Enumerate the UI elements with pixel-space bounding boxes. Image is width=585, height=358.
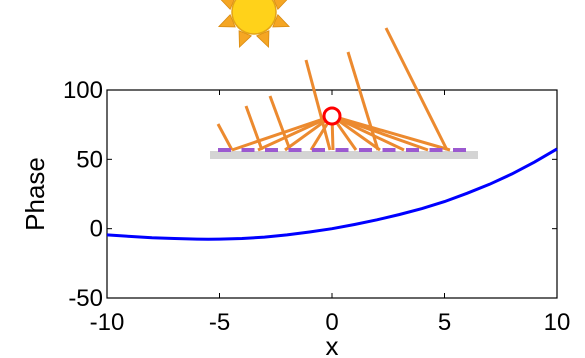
x-tick-label: 10 [544,309,571,336]
incident-ray [304,59,332,151]
x-ticks [106,90,558,298]
y-ticks [107,89,557,299]
mirror-element [359,148,372,152]
incident-ray [268,95,292,151]
sun-ray [220,0,235,11]
mirror-element [218,148,231,152]
mirror-element [406,148,419,152]
sun-ray [273,0,288,11]
reflected-ray [231,114,333,152]
mirror-base [210,151,478,159]
mirror-element [241,148,255,152]
x-tick-label: -10 [90,309,125,336]
mirror-element [429,148,443,152]
mirror-element [288,148,302,152]
incident-ray [216,123,234,151]
y-tick-labels: -50 0 50 100 [63,77,103,312]
incident-ray [244,105,264,151]
reflected-ray [257,114,333,152]
sun-ray [217,13,236,28]
incident-ray [384,27,449,151]
y-tick-label: 100 [63,77,103,104]
y-axis-label: Phase [20,157,50,231]
sun-ray [272,13,291,28]
sun-icon [217,0,291,49]
mirror-element [453,148,466,152]
y-tick-label: 50 [76,146,103,173]
focus-point-icon [322,106,342,126]
reflected-ray [331,114,381,152]
x-tick-label: -5 [209,309,230,336]
mirror-element [312,148,325,152]
y-tick-label: 0 [90,216,103,243]
sun-disc [231,0,277,35]
series-line [106,147,558,241]
x-tick-label: 5 [438,309,451,336]
sun-ray [255,30,270,49]
x-axis-label: x [326,331,339,358]
reflected-ray [331,114,451,152]
x-tick-labels: -10 -5 0 5 10 [90,309,571,336]
mirror-reflection-inset [210,27,478,159]
mirror-element [265,148,278,152]
mirror-element [382,148,396,152]
incident-ray [346,51,380,151]
sun-ray [238,30,253,49]
mirror-element [335,148,349,152]
y-tick-label: -50 [68,285,103,312]
x-tick-label: 0 [325,309,338,336]
reflected-ray [284,114,333,152]
